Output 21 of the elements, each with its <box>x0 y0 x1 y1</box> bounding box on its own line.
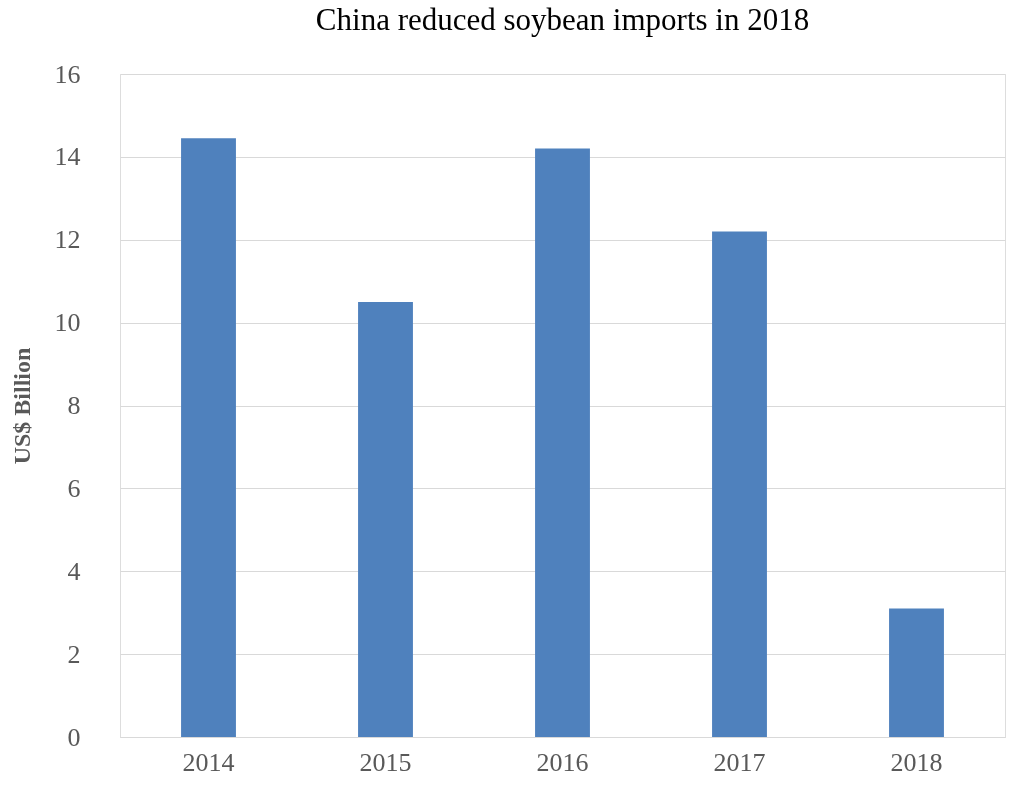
y-tick-label: 12 <box>54 225 81 255</box>
bar <box>712 231 767 737</box>
y-tick-label: 16 <box>54 59 81 89</box>
y-tick-label: 14 <box>54 142 81 172</box>
bar <box>535 148 590 737</box>
x-tick-label: 2018 <box>890 747 943 777</box>
x-tick-label: 2017 <box>713 747 766 777</box>
y-tick-label: 6 <box>67 473 81 503</box>
bar <box>358 301 413 737</box>
y-axis-title: US$ Billion <box>8 347 35 465</box>
x-tick-label: 2015 <box>359 747 412 777</box>
chart-title: China reduced soybean imports in 2018 <box>315 2 810 37</box>
x-tick-label: 2016 <box>536 747 589 777</box>
bar <box>889 608 944 737</box>
y-tick-label: 2 <box>67 639 81 669</box>
y-tick-label: 8 <box>67 391 81 420</box>
y-tick-label: 10 <box>54 308 81 338</box>
y-tick-label: 0 <box>67 722 81 752</box>
bar <box>181 138 236 737</box>
x-tick-label: 2014 <box>182 747 235 777</box>
y-tick-label: 4 <box>67 556 81 586</box>
